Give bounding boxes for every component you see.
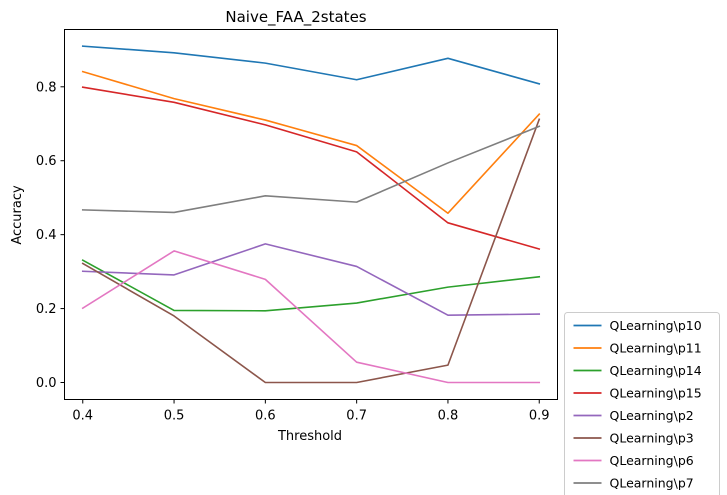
y-tick-label: 0.0 xyxy=(36,376,57,391)
series-line-5 xyxy=(81,118,541,384)
x-axis: 0.4 0.5 0.6 0.7 0.8 0.9 xyxy=(72,399,550,424)
x-axis-label: Threshold xyxy=(277,429,342,444)
legend-label: QLearning\p14 xyxy=(610,363,702,378)
series-line-1 xyxy=(81,70,541,215)
chart-title: Naive_FAA_2states xyxy=(225,8,366,27)
series-line-2 xyxy=(81,259,541,312)
series-line-6 xyxy=(81,250,541,384)
legend-box xyxy=(564,312,720,495)
y-tick-label: 0.4 xyxy=(36,228,57,243)
x-tick-label: 0.9 xyxy=(529,409,550,424)
series-line-0 xyxy=(81,45,541,85)
legend-label: QLearning\p2 xyxy=(610,408,694,423)
x-tick-label: 0.6 xyxy=(255,409,276,424)
x-tick-label: 0.5 xyxy=(164,409,185,424)
series-line-4 xyxy=(81,243,541,317)
legend-label: QLearning\p15 xyxy=(610,386,702,401)
plot-area xyxy=(64,29,558,400)
legend-label: QLearning\p7 xyxy=(610,476,694,491)
x-tick-label: 0.7 xyxy=(346,409,367,424)
legend-label: QLearning\p11 xyxy=(610,341,702,356)
legend-label: QLearning\p10 xyxy=(610,318,702,333)
y-tick-label: 0.8 xyxy=(36,80,57,95)
legend-label: QLearning\p6 xyxy=(610,453,694,468)
x-tick-label: 0.4 xyxy=(72,409,93,424)
x-tick-label: 0.8 xyxy=(438,409,459,424)
y-axis: 0.0 0.2 0.4 0.6 0.8 xyxy=(36,80,65,391)
legend: QLearning\p10 QLearning\p11 QLearning\p14 Q… xyxy=(564,312,720,495)
series-line-7 xyxy=(81,125,541,214)
y-tick-label: 0.2 xyxy=(36,302,57,317)
y-axis-label: Accuracy xyxy=(10,185,25,245)
legend-label: QLearning\p3 xyxy=(610,431,694,446)
y-tick-label: 0.6 xyxy=(36,154,57,169)
series-lines xyxy=(81,45,541,384)
series-line-3 xyxy=(81,86,541,251)
